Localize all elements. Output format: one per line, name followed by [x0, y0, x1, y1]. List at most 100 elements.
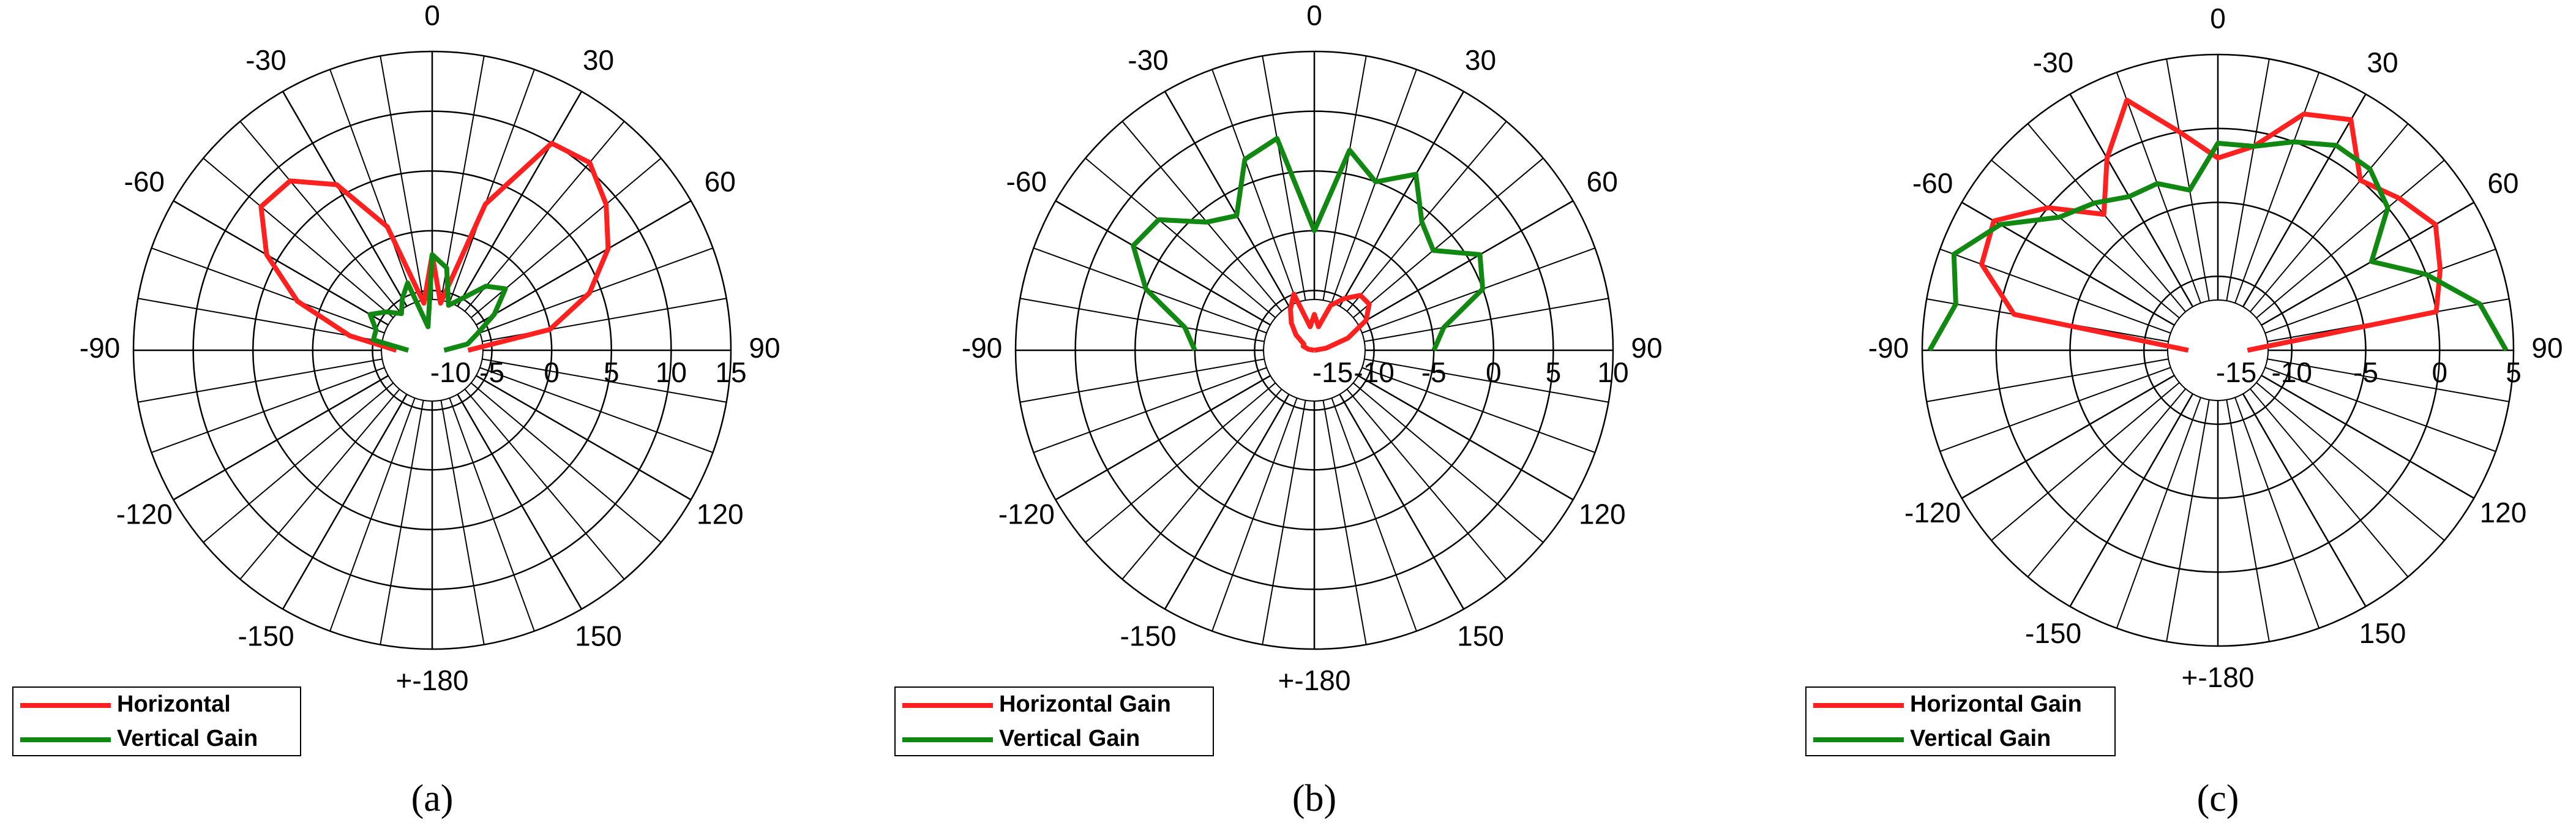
legend-label: Horizontal Gain [999, 691, 1171, 717]
legend-label: Horizontal Gain [1910, 691, 2082, 717]
spoke [380, 400, 424, 645]
spoke [1121, 388, 1282, 580]
ring [1014, 50, 1614, 650]
spoke [449, 69, 535, 303]
spoke [1939, 367, 2171, 453]
spoke [1121, 121, 1282, 312]
theta-grid-line [1164, 394, 1290, 610]
spoke [151, 247, 385, 334]
spoke [1211, 69, 1298, 303]
spoke [1346, 121, 1507, 312]
theta-tick-label: -150 [1120, 620, 1176, 652]
theta-grid-line [1164, 91, 1290, 307]
theta-tick-label: 120 [1579, 498, 1626, 530]
theta-grid-line [1339, 394, 1465, 610]
theta-tick-label: -150 [238, 620, 294, 652]
theta-grid-line [2261, 201, 2474, 326]
theta-tick-label: 0 [2210, 2, 2226, 34]
theta-tick-label: -30 [245, 44, 286, 76]
series-line [1927, 139, 2509, 352]
theta-tick-label: 60 [705, 166, 736, 198]
theta-tick-label: 90 [749, 332, 780, 364]
theta-grid-line [173, 375, 389, 501]
spoke [2166, 399, 2210, 642]
theta-tick-label: 0 [1306, 0, 1322, 31]
theta-tick-label: -30 [2033, 47, 2073, 78]
theta-grid-line [1055, 200, 1271, 326]
legend-label: Vertical Gain [117, 726, 258, 751]
series-line [367, 252, 508, 353]
theta-tick-label: 150 [1457, 620, 1504, 652]
caption: (a) [411, 778, 454, 819]
spoke [464, 121, 625, 312]
spoke [1322, 56, 1367, 301]
spoke [138, 358, 383, 403]
spoke [464, 388, 625, 580]
ring [192, 110, 672, 590]
spoke [138, 298, 383, 342]
caption: (c) [2197, 778, 2239, 819]
spoke [2226, 59, 2270, 301]
r-tick-label: -10 [1354, 356, 1394, 388]
spoke [1262, 56, 1306, 301]
theta-grid-line [1339, 91, 1465, 307]
theta-tick-label: 0 [424, 0, 440, 31]
ring [1995, 127, 2441, 573]
theta-tick-label: -120 [1904, 497, 1961, 528]
theta-tick-label: -90 [1868, 332, 1909, 364]
spoke [479, 247, 713, 334]
spoke [2027, 123, 2186, 312]
spoke [1033, 367, 1267, 453]
r-tick-label: 5 [1546, 356, 1562, 388]
spoke [2250, 123, 2409, 312]
theta-tick-label: +-180 [396, 664, 469, 696]
theta-grid-line [2261, 374, 2474, 499]
r-tick-label: -15 [2216, 356, 2256, 388]
spoke [2234, 72, 2320, 304]
ring [1254, 290, 1375, 411]
theta-tick-label: 90 [1631, 332, 1662, 364]
theta-tick-label: -120 [998, 498, 1055, 530]
ring [1134, 170, 1495, 531]
spoke [2226, 399, 2270, 642]
r-tick-label: 0 [2432, 356, 2447, 388]
theta-grid-line [2242, 94, 2367, 307]
spoke [1211, 397, 1298, 631]
r-tick-label: -10 [430, 356, 471, 388]
theta-tick-label: -120 [116, 498, 173, 530]
theta-tick-label: 150 [575, 620, 622, 652]
ring [2143, 276, 2293, 425]
spoke [203, 157, 394, 318]
theta-grid-line [1961, 374, 2175, 499]
spoke [1926, 358, 2169, 402]
r-tick-label: 0 [544, 356, 560, 388]
theta-grid-line [2242, 393, 2367, 607]
legend-box [1805, 686, 2116, 756]
legend-box [12, 686, 301, 756]
spoke [1085, 382, 1276, 543]
theta-tick-label: 60 [1587, 166, 1618, 198]
spoke [239, 388, 400, 580]
theta-tick-label: 90 [2531, 332, 2563, 364]
spoke [1020, 358, 1265, 403]
series-line [1288, 291, 1372, 353]
theta-tick-label: 30 [583, 44, 614, 76]
legend-label: Vertical Gain [1910, 726, 2051, 751]
spoke [440, 56, 485, 301]
r-tick-label: 5 [2506, 356, 2522, 388]
theta-grid-line [476, 375, 692, 501]
caption: (b) [1292, 778, 1336, 819]
spoke [1346, 388, 1507, 580]
theta-tick-label: -60 [1006, 166, 1047, 198]
theta-tick-label: -90 [80, 332, 120, 364]
spoke [1364, 358, 1609, 403]
r-tick-label: -5 [2353, 356, 2378, 388]
spoke [380, 56, 424, 301]
spoke [1361, 367, 1595, 453]
r-tick-label: 10 [1597, 356, 1628, 388]
spoke [1352, 382, 1544, 543]
spoke [1364, 298, 1609, 342]
spoke [1331, 397, 1417, 631]
spoke [2116, 397, 2201, 629]
